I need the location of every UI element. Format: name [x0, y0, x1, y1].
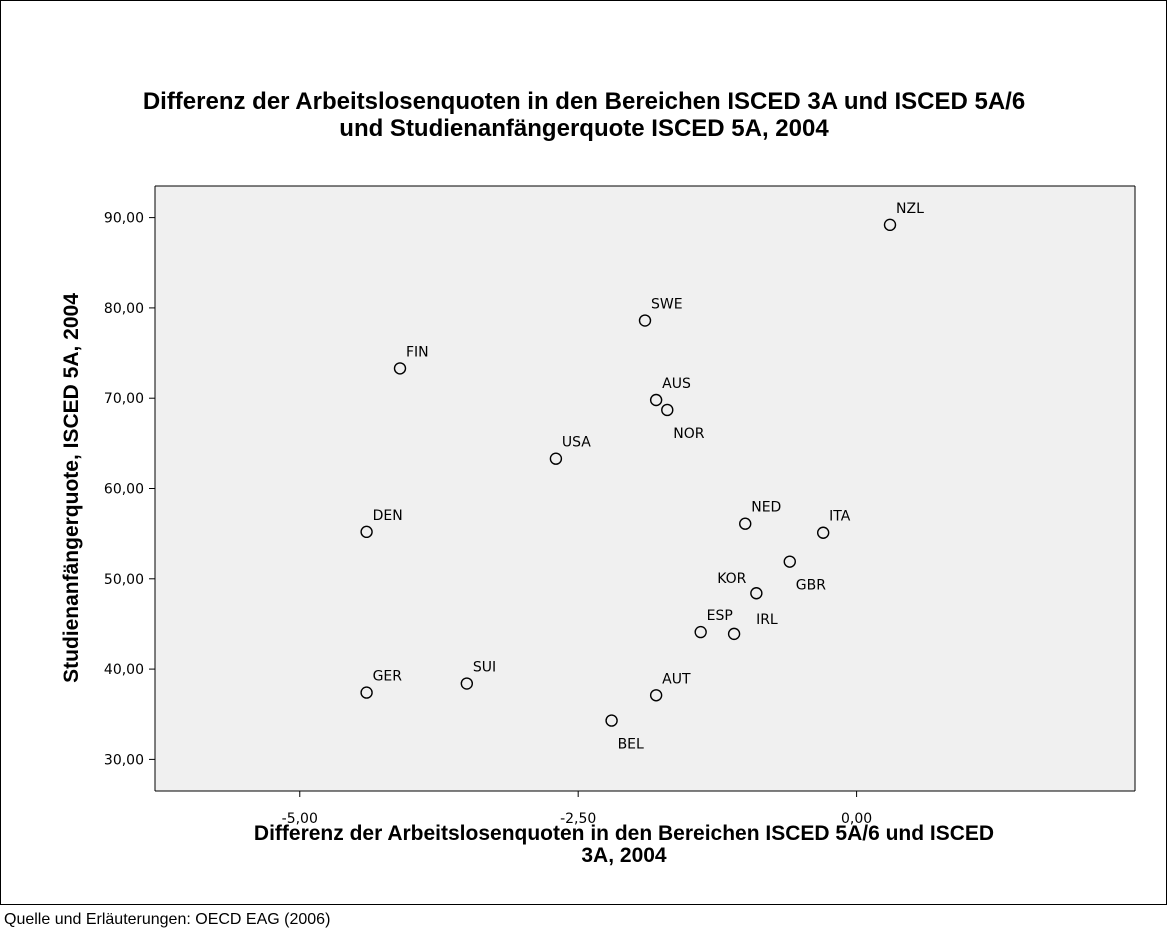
x-tick-label: -5,00 [282, 811, 318, 827]
y-axis-ticks: 30,00 40,00 50,00 60,00 70,00 80,00 90,00 [104, 211, 155, 768]
point-label-esp: ESP [707, 608, 733, 624]
figure-frame [0, 0, 1167, 905]
point-label-nor: NOR [673, 426, 704, 442]
data-point-ned [739, 517, 752, 530]
y-tick-label: 60,00 [104, 482, 144, 498]
point-label-kor: KOR [717, 571, 746, 587]
data-point-usa [549, 452, 563, 465]
y-tick-label: 80,00 [104, 301, 144, 317]
data-point-ger [360, 686, 373, 699]
y-tick-label: 40,00 [104, 662, 144, 678]
data-point-aut [649, 689, 663, 702]
plot-area [155, 186, 1135, 791]
chart-title-line-2: und Studienanfängerquote ISCED 5A, 2004 [339, 115, 829, 142]
data-point-nor [661, 403, 674, 417]
y-tick-label: 70,00 [104, 391, 144, 407]
point-label-bel: BEL [618, 737, 644, 753]
point-label-aut: AUT [662, 671, 691, 687]
x-axis-title-line-2: 3A, 2004 [581, 844, 667, 867]
data-point-irl [727, 627, 741, 641]
point-label-aus: AUS [662, 376, 691, 392]
x-axis-title-line-1: Differenz der Arbeitslosenquoten in den … [254, 822, 994, 845]
point-label-den: DEN [373, 508, 403, 524]
data-point-den [360, 525, 373, 539]
data-point-gbr [783, 555, 796, 568]
data-point-esp [694, 625, 707, 639]
point-label-ita: ITA [829, 509, 851, 525]
y-axis-title: Studienanfängerquote, ISCED 5A, 2004 [60, 293, 83, 683]
data-point-bel [605, 714, 618, 727]
point-label-fin: FIN [406, 344, 429, 360]
chart-title-line-1: Differenz der Arbeitslosenquoten in den … [143, 88, 1025, 115]
source-note: Quelle und Erläuterungen: OECD EAG (2006… [4, 911, 331, 928]
y-tick-label: 90,00 [104, 211, 144, 227]
point-label-usa: USA [562, 435, 591, 451]
point-label-ned: NED [751, 500, 781, 516]
data-point-nzl [883, 218, 897, 232]
point-label-nzl: NZL [896, 201, 924, 217]
x-tick-label: 0,00 [841, 811, 872, 827]
point-label-sui: SUI [473, 660, 496, 676]
data-points: NZL SWE FIN AUS NOR USA DEN NED ITA GBR KOR IRL ESP S… [360, 201, 924, 753]
data-point-ita [816, 526, 830, 539]
y-tick-label: 30,00 [104, 752, 144, 768]
point-label-ger: GER [373, 669, 403, 685]
point-label-swe: SWE [651, 297, 683, 313]
data-point-aus [649, 393, 663, 407]
point-label-irl: IRL [756, 612, 778, 628]
x-tick-label: -2,50 [560, 811, 596, 827]
y-tick-label: 50,00 [104, 572, 144, 588]
x-axis-title: Differenz der Arbeitslosenquoten in den … [254, 822, 994, 867]
data-point-fin [393, 362, 407, 375]
x-axis-ticks: -5,00 -2,50 0,00 [282, 791, 872, 827]
data-point-kor [750, 587, 763, 600]
data-point-sui [460, 677, 474, 690]
point-label-gbr: GBR [796, 578, 826, 594]
chart-title: Differenz der Arbeitslosenquoten in den … [143, 88, 1025, 142]
data-point-swe [638, 314, 652, 327]
